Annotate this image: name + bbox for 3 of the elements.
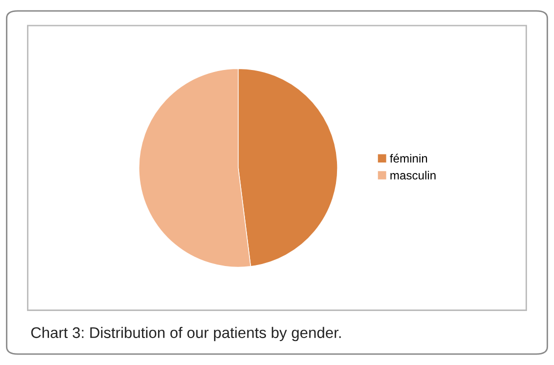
legend-label: féminin [390, 154, 428, 163]
caption: Chart 3: Distribution of our patients by gender. [31, 326, 341, 342]
legend-label: masculin [390, 170, 436, 180]
